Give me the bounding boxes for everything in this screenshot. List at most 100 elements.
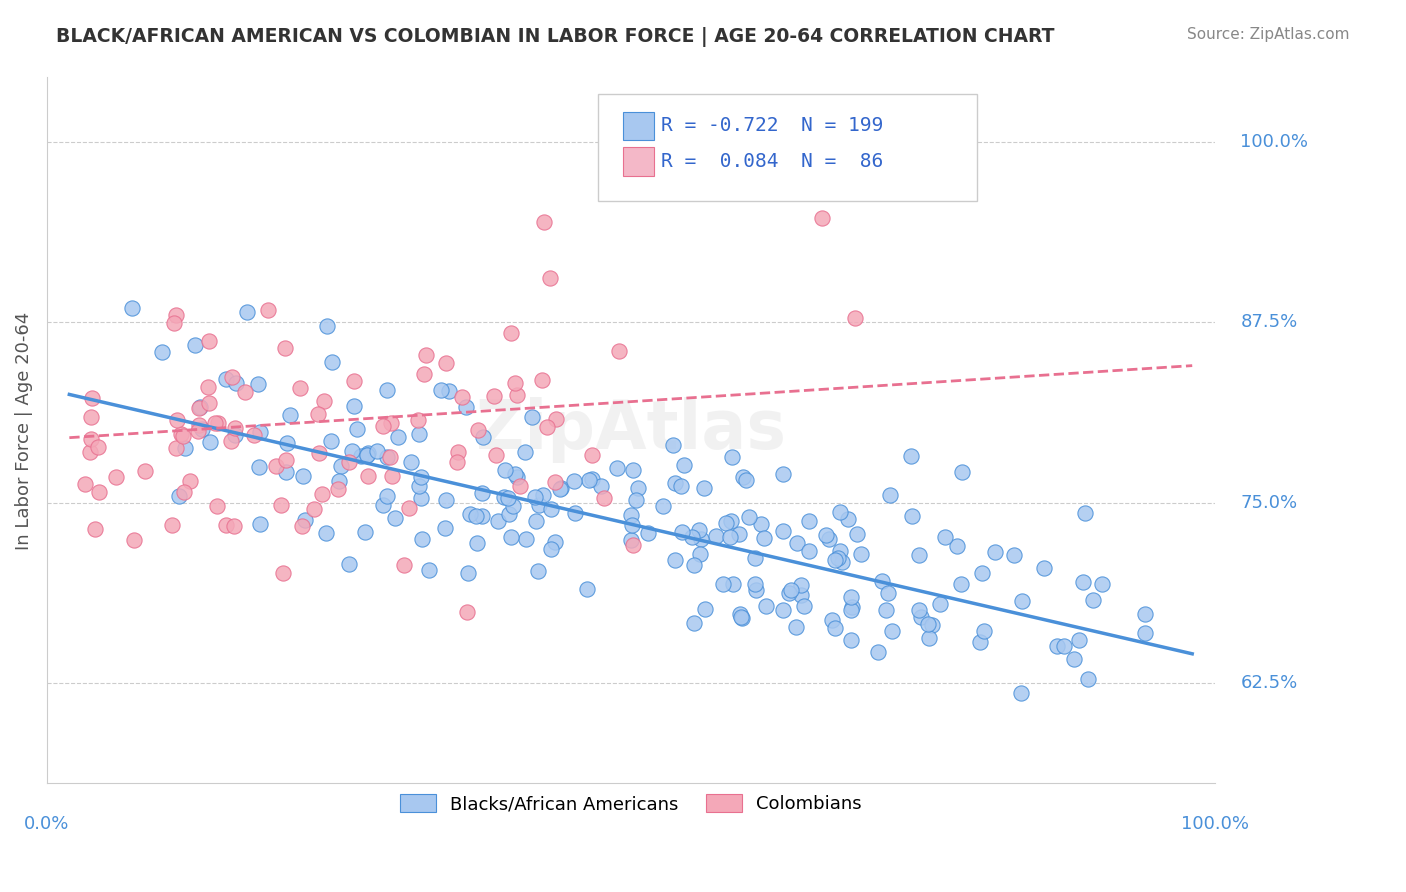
Point [494, 463, 516, 477]
Point [524, 514, 547, 528]
Point [690, 533, 713, 547]
Point [494, 490, 516, 504]
Point [172, 429, 194, 443]
Y-axis label: In Labor Force | Age 20-64: In Labor Force | Age 20-64 [15, 311, 32, 549]
Point [934, 530, 956, 544]
Point [917, 617, 939, 632]
Point [1083, 592, 1105, 607]
Point [908, 603, 931, 617]
Point [163, 316, 186, 330]
Point [357, 468, 380, 483]
Point [408, 479, 430, 493]
Point [681, 530, 703, 544]
Point [620, 508, 643, 522]
Point [188, 400, 211, 414]
Point [562, 475, 585, 489]
Point [197, 334, 219, 349]
Point [198, 435, 221, 450]
Point [621, 463, 644, 477]
Point [169, 427, 191, 442]
Point [693, 602, 716, 616]
Point [950, 576, 973, 591]
Point [197, 380, 219, 394]
Point [811, 211, 834, 226]
Point [526, 564, 548, 578]
Point [1033, 560, 1056, 574]
Point [291, 519, 314, 533]
Point [520, 410, 543, 425]
Point [1002, 548, 1025, 562]
Point [465, 509, 488, 524]
Point [721, 577, 744, 591]
Point [530, 373, 553, 387]
Point [274, 453, 297, 467]
Point [837, 511, 859, 525]
Point [264, 459, 287, 474]
Point [219, 434, 242, 448]
Point [249, 517, 271, 532]
Point [337, 557, 360, 571]
Point [378, 450, 401, 464]
Point [868, 645, 890, 659]
Point [233, 385, 256, 400]
Point [315, 526, 337, 541]
Point [515, 532, 537, 546]
Point [339, 455, 361, 469]
Text: N = 199: N = 199 [801, 116, 883, 136]
Point [1077, 672, 1099, 686]
Point [689, 548, 711, 562]
Point [1091, 577, 1114, 591]
Point [343, 375, 366, 389]
Point [328, 474, 350, 488]
Point [564, 506, 586, 520]
Point [270, 498, 292, 512]
Point [730, 610, 752, 624]
Text: Source: ZipAtlas.com: Source: ZipAtlas.com [1187, 27, 1350, 42]
Point [970, 566, 993, 581]
Legend: Blacks/African Americans, Colombians: Blacks/African Americans, Colombians [392, 787, 869, 821]
Point [79, 409, 101, 424]
Point [502, 500, 524, 514]
Point [606, 460, 628, 475]
Point [706, 529, 728, 543]
Point [637, 526, 659, 541]
Point [664, 476, 686, 491]
Point [527, 498, 550, 512]
Point [503, 467, 526, 481]
Point [467, 423, 489, 437]
Point [415, 348, 437, 362]
Point [591, 479, 613, 493]
Point [780, 582, 803, 597]
Point [538, 271, 561, 285]
Point [533, 215, 555, 229]
Point [839, 603, 862, 617]
Point [294, 513, 316, 527]
Point [214, 371, 236, 385]
Point [536, 420, 558, 434]
Point [824, 621, 846, 635]
Point [544, 412, 567, 426]
Text: BLACK/AFRICAN AMERICAN VS COLOMBIAN IN LABOR FORCE | AGE 20-64 CORRELATION CHART: BLACK/AFRICAN AMERICAN VS COLOMBIAN IN L… [56, 27, 1054, 46]
Point [465, 536, 488, 550]
Point [409, 491, 432, 505]
Point [225, 376, 247, 391]
Point [1011, 594, 1033, 608]
Point [918, 631, 941, 645]
Point [728, 607, 751, 621]
Point [437, 384, 460, 398]
Point [482, 388, 505, 402]
Point [356, 448, 378, 462]
Point [1135, 607, 1157, 621]
Point [550, 481, 572, 495]
Point [247, 377, 270, 392]
Point [799, 514, 821, 528]
Text: ZipAtlas: ZipAtlas [475, 398, 786, 464]
Point [621, 518, 644, 533]
Point [278, 408, 301, 422]
Point [682, 558, 704, 572]
Text: 87.5%: 87.5% [1240, 313, 1298, 332]
Text: 62.5%: 62.5% [1240, 673, 1298, 691]
Point [718, 530, 741, 544]
Point [221, 370, 243, 384]
Point [222, 518, 245, 533]
